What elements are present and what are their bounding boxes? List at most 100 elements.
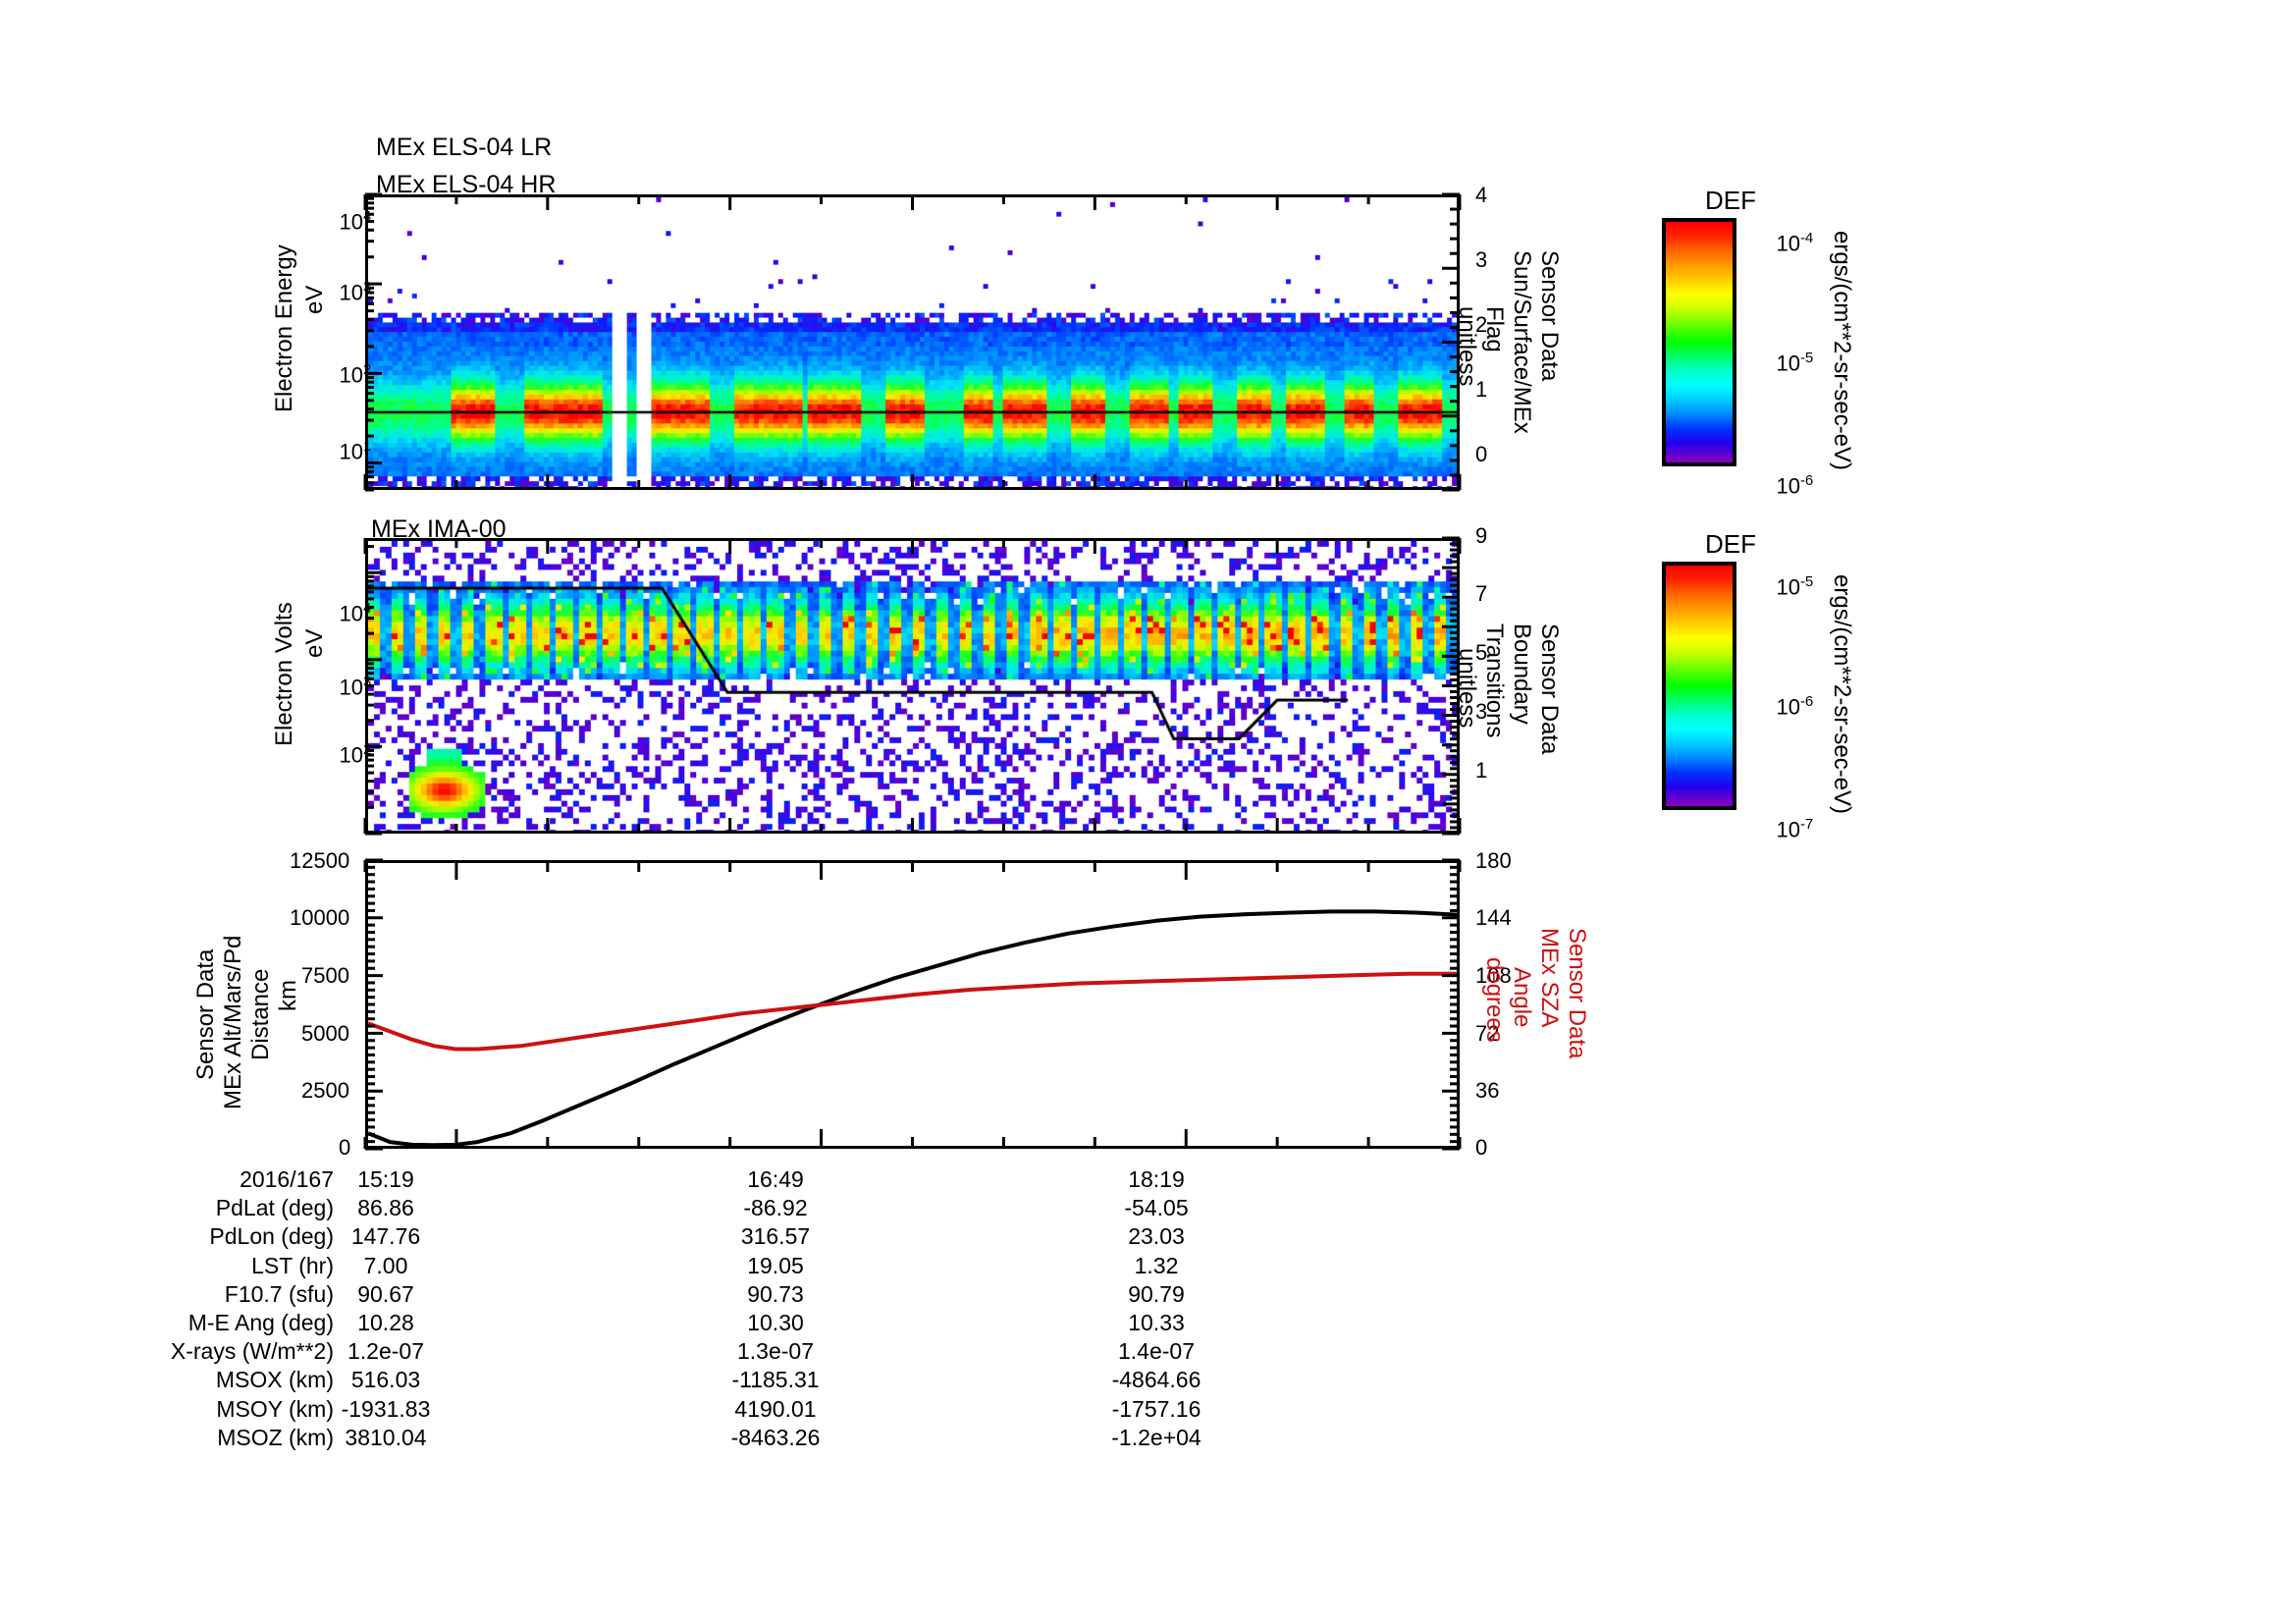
p1-ytick-1: 101 xyxy=(339,438,372,464)
metadata-value: -8463.26 xyxy=(730,1424,821,1450)
metadata-value: 1.32 xyxy=(1134,1252,1179,1278)
panel1-title-hr: MEx ELS-04 HR xyxy=(376,171,557,198)
p1-right-tick-3: 3 xyxy=(1475,247,1488,272)
colorbar1-units: ergs/(cm**2-sr-sec-eV) xyxy=(1829,231,1855,471)
p3-ltick-2500: 2500 xyxy=(301,1078,349,1103)
p2-right-label-line1: Sensor Data xyxy=(1536,623,1563,755)
spectrogram-2-canvas xyxy=(368,541,1457,831)
metadata-label: M-E Ang (deg) xyxy=(187,1310,334,1335)
panel-altitude-sza xyxy=(365,860,1460,1149)
p3-left-label-line3: Distance xyxy=(247,968,274,1060)
metadata-value: 147.76 xyxy=(350,1223,421,1250)
panel-electron-energy-spectrogram xyxy=(365,194,1460,490)
p1-right-tick-1: 1 xyxy=(1475,377,1488,402)
colorbar-1 xyxy=(1662,218,1736,466)
panel-ion-spectrogram xyxy=(365,538,1460,834)
p1-right-tick-4: 4 xyxy=(1475,183,1488,207)
metadata-label: PdLon (deg) xyxy=(209,1223,334,1250)
series-altitude xyxy=(368,909,1457,1146)
metadata-value: 16:49 xyxy=(747,1166,804,1192)
p3-rtick-180: 180 xyxy=(1475,848,1512,873)
p3-rtick-36: 36 xyxy=(1475,1078,1500,1103)
metadata-value: 15:19 xyxy=(357,1166,414,1192)
p3-ltick-5000: 5000 xyxy=(301,1021,349,1046)
p3-left-label-line4: km xyxy=(275,980,301,1011)
metadata-value: 4190.01 xyxy=(734,1395,817,1422)
p3-right-label-line2: MEx SZA xyxy=(1536,928,1563,1028)
p1-right-tick-0: 0 xyxy=(1475,442,1488,466)
metadata-value: -86.92 xyxy=(743,1195,808,1221)
metadata-label: MSOZ (km) xyxy=(217,1424,334,1450)
metadata-value: 516.03 xyxy=(350,1367,421,1393)
p3-right-label-line1: Sensor Data xyxy=(1564,928,1590,1059)
metadata-label: F10.7 (sfu) xyxy=(224,1280,334,1307)
metadata-value: 10.28 xyxy=(357,1310,414,1335)
metadata-value: 90.79 xyxy=(1128,1280,1185,1307)
metadata-value: 90.73 xyxy=(747,1280,804,1307)
p2-ylabel-line2: eV xyxy=(301,628,328,658)
cb1-mid-label: 10-5 xyxy=(1776,350,1814,376)
metadata-label: 2016/167 xyxy=(240,1166,334,1192)
colorbar2-units: ergs/(cm**2-sr-sec-eV) xyxy=(1829,574,1855,815)
p3-rtick-0: 0 xyxy=(1475,1135,1488,1160)
metadata-label: X-rays (W/m**2) xyxy=(170,1338,334,1365)
cb1-bot-label: 10-6 xyxy=(1776,472,1814,499)
metadata-value: 1.3e-07 xyxy=(736,1338,814,1365)
p3-left-label-line2: MEx Alt/Mars/Pd xyxy=(220,935,246,1109)
metadata-label: MSOY (km) xyxy=(216,1395,334,1422)
p3-ltick-7500: 7500 xyxy=(301,963,349,988)
p1-right-label-line3: Flag xyxy=(1481,306,1508,352)
series-sza xyxy=(368,971,1457,1052)
p3-rtick-144: 144 xyxy=(1475,905,1512,930)
colorbar1-title: DEF xyxy=(1705,186,1756,215)
metadata-value: 23.03 xyxy=(1128,1223,1185,1250)
p2-ytick-2: 102 xyxy=(339,741,372,768)
p3-ltick-0: 0 xyxy=(339,1135,351,1160)
cb1-top-label: 10-4 xyxy=(1776,230,1814,256)
p1-ylabel-line2: eV xyxy=(301,285,328,314)
p1-right-tick-2: 2 xyxy=(1475,312,1488,337)
metadata-value: 10.33 xyxy=(1128,1310,1185,1335)
metadata-value: -54.05 xyxy=(1124,1195,1189,1221)
colorbar2-title: DEF xyxy=(1705,529,1756,559)
metadata-value: -1757.16 xyxy=(1111,1395,1201,1422)
p2-ylabel-line1: Electron Volts xyxy=(271,602,297,746)
p1-right-label-line4: unitless xyxy=(1454,306,1480,387)
p1-ytick-2: 102 xyxy=(339,361,372,388)
metadata-value: 316.57 xyxy=(740,1223,811,1250)
metadata-value: 1.4e-07 xyxy=(1117,1338,1195,1365)
p2-right-label-line2: Boundary xyxy=(1509,623,1535,725)
p2-right-tick-7: 7 xyxy=(1475,581,1488,606)
metadata-label: LST (hr) xyxy=(251,1252,334,1278)
metadata-value: 18:19 xyxy=(1128,1166,1185,1192)
p3-ltick-12500: 12500 xyxy=(290,848,350,873)
p3-rtick-108: 108 xyxy=(1475,963,1512,988)
p2-ytick-3: 103 xyxy=(339,674,372,700)
p3-left-label-line1: Sensor Data xyxy=(192,948,219,1080)
metadata-value: -1931.83 xyxy=(341,1395,431,1422)
p1-right-label-line1: Sensor Data xyxy=(1536,250,1563,382)
metadata-value: -1185.31 xyxy=(731,1367,820,1393)
cb2-mid-label: 10-6 xyxy=(1776,693,1814,720)
p2-right-tick-9: 9 xyxy=(1475,523,1488,548)
p2-right-tick-5: 5 xyxy=(1475,640,1488,665)
colorbar-2 xyxy=(1662,562,1736,810)
cb2-top-label: 10-5 xyxy=(1776,573,1814,600)
metadata-value: -1.2e+04 xyxy=(1111,1424,1201,1450)
p3-ltick-10000: 10000 xyxy=(290,905,350,930)
p1-right-label-line2: Sun/Surface/MEx xyxy=(1509,250,1535,434)
metadata-value: 1.2e-07 xyxy=(347,1338,424,1365)
panel1-title-lr: MEx ELS-04 LR xyxy=(376,134,553,161)
metadata-value: 7.00 xyxy=(363,1252,408,1278)
p3-right-label-line3: Angle xyxy=(1509,967,1535,1028)
spectrogram-1-canvas xyxy=(368,197,1457,487)
p2-right-tick-3: 3 xyxy=(1475,699,1488,724)
p3-rtick-72: 72 xyxy=(1475,1021,1500,1046)
metadata-label: PdLat (deg) xyxy=(215,1195,334,1221)
metadata-value: 10.30 xyxy=(747,1310,804,1335)
line-plot-svg xyxy=(368,909,1457,1146)
metadata-value: 3810.04 xyxy=(345,1424,427,1450)
p2-right-label-line3: Transitions xyxy=(1481,623,1508,738)
p1-ylabel-line1: Electron Energy xyxy=(271,244,297,412)
metadata-value: 90.67 xyxy=(357,1280,414,1307)
